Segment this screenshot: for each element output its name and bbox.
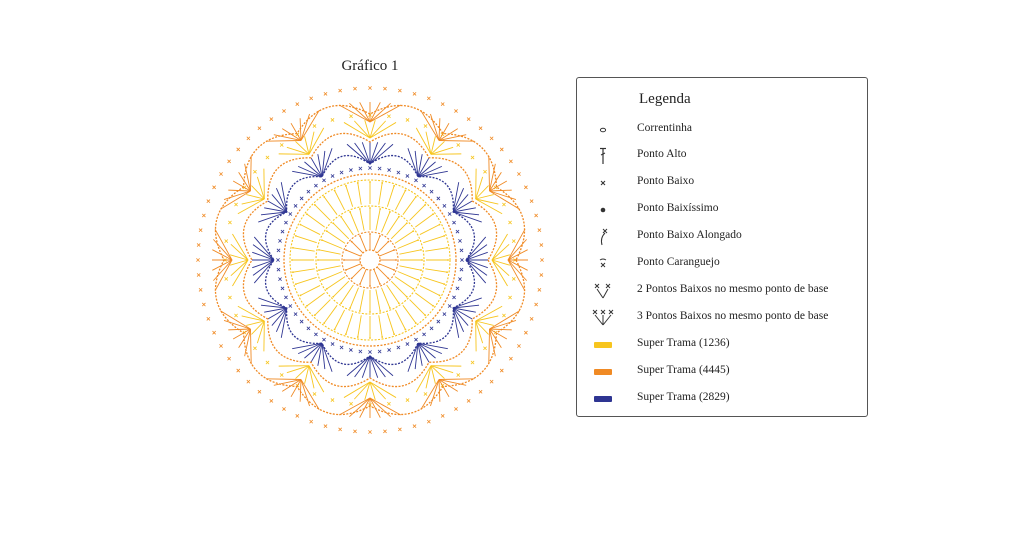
legend-label: Correntinha <box>637 122 692 134</box>
crab-stitch-icon <box>591 254 615 274</box>
legend-label: Super Trama (2829) <box>637 391 730 403</box>
orange-outer-fans <box>212 102 528 418</box>
legend-title: Legenda <box>639 91 691 107</box>
blue-fans <box>252 142 488 378</box>
single-crochet-icon <box>591 173 615 193</box>
long-single-crochet-icon <box>591 227 615 247</box>
legend-label: 3 Pontos Baixos no mesmo ponto de base <box>637 310 829 322</box>
legend-item-blue: Super Trama (2829) <box>577 389 867 409</box>
crochet-diagram <box>196 86 544 434</box>
round-5-ring <box>283 173 457 347</box>
yellow-swatch-icon <box>591 335 615 355</box>
outer-edge-crosses <box>196 86 544 434</box>
legend-label: Ponto Alto <box>637 148 687 160</box>
legend-label: Ponto Baixo Alongado <box>637 229 742 241</box>
legend-label: Ponto Baixíssimo <box>637 202 719 214</box>
orange-outer-scallops <box>214 104 526 416</box>
round-6-crosses <box>276 166 464 354</box>
legend-label: Ponto Caranguejo <box>637 256 720 268</box>
orange-inner-scallops <box>242 132 498 388</box>
round-4-stitches <box>291 181 449 339</box>
round-1-stitches <box>343 233 397 287</box>
legend-item-slip-stitch: Ponto Baixíssimo <box>577 200 867 220</box>
round-3-ring <box>315 205 425 315</box>
yellow-fans <box>229 119 511 401</box>
center-ring <box>359 249 381 271</box>
legend-item-yellow: Super Trama (1236) <box>577 335 867 355</box>
legend-item-long-single-crochet: Ponto Baixo Alongado <box>577 227 867 247</box>
slip-stitch-icon <box>591 200 615 220</box>
legend-item-single-crochet: Ponto Baixo <box>577 173 867 193</box>
chain-stitch-icon <box>591 120 615 140</box>
legend-item-double-crochet: Ponto Alto <box>577 146 867 166</box>
legend-label: Super Trama (1236) <box>637 337 730 349</box>
three-sc-same-base-icon <box>591 308 615 328</box>
round-2-ring <box>341 231 399 289</box>
blue-swatch-icon <box>591 389 615 409</box>
orange-swatch-icon <box>591 362 615 382</box>
legend-item-crab-stitch: Ponto Caranguejo <box>577 254 867 274</box>
legend-item-chain: Correntinha <box>577 120 867 140</box>
round-3-stitches <box>317 207 423 313</box>
legend-label: 2 Pontos Baixos no mesmo ponto de base <box>637 283 829 295</box>
legend-item-two-sc: 2 Pontos Baixos no mesmo ponto de base <box>577 281 867 301</box>
legend: Legenda Correntinha Ponto Alto Ponto Bai… <box>576 77 868 417</box>
legend-item-three-sc: 3 Pontos Baixos no mesmo ponto de base <box>577 308 867 328</box>
legend-label: Super Trama (4445) <box>637 364 730 376</box>
chart-title: Gráfico 1 <box>341 58 399 74</box>
two-sc-same-base-icon <box>591 281 615 301</box>
legend-item-orange: Super Trama (4445) <box>577 362 867 382</box>
double-crochet-icon <box>591 146 615 166</box>
legend-label: Ponto Baixo <box>637 175 695 187</box>
round-4-ring <box>289 179 451 341</box>
